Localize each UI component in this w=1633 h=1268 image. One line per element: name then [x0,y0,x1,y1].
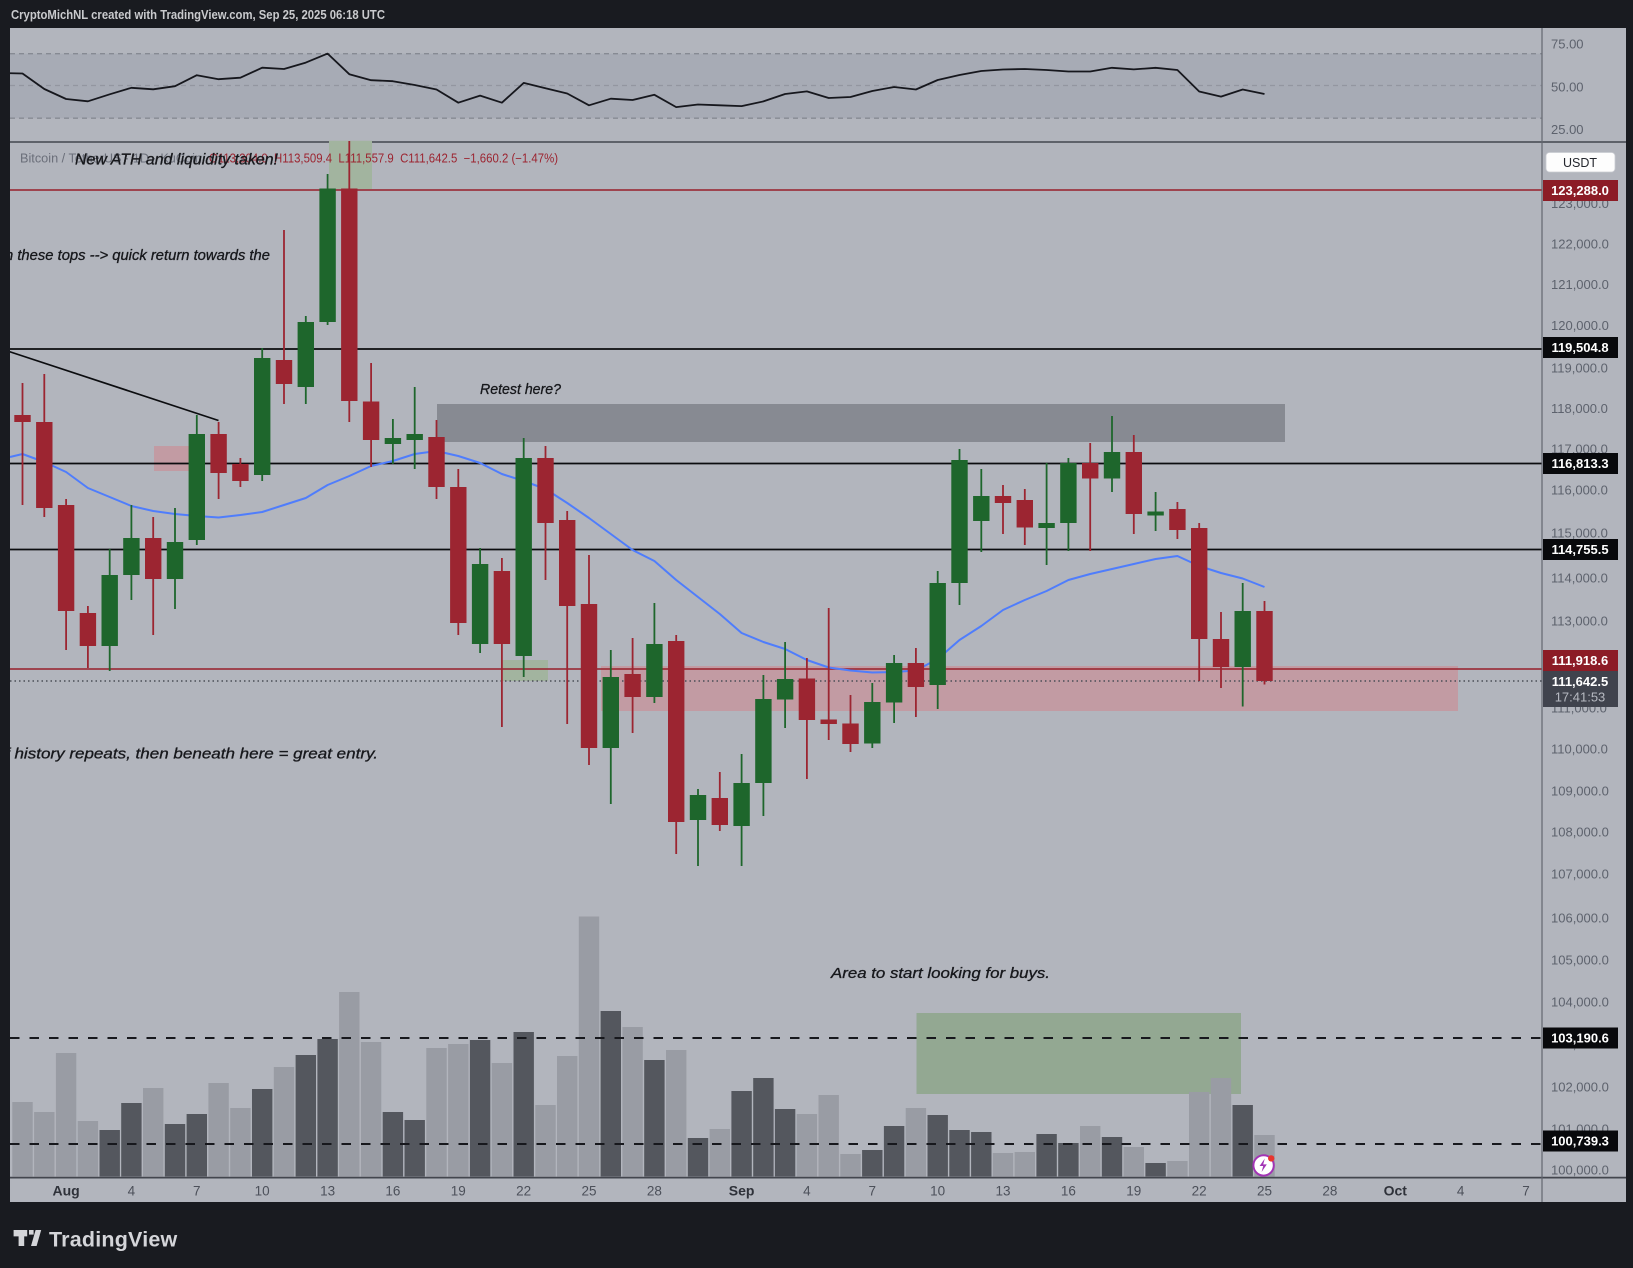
svg-text:19: 19 [451,1184,466,1199]
svg-text:100,739.3: 100,739.3 [1551,1134,1609,1149]
svg-text:22: 22 [516,1184,531,1199]
svg-text:123,288.0: 123,288.0 [1551,183,1609,198]
svg-text:22: 22 [1192,1184,1207,1199]
svg-text:105,000.0: 105,000.0 [1551,953,1609,968]
svg-text:120,000.0: 120,000.0 [1551,318,1609,333]
svg-text:4: 4 [128,1184,136,1199]
svg-text:106,000.0: 106,000.0 [1551,911,1609,926]
svg-text:113,000.0: 113,000.0 [1551,614,1608,629]
svg-text:25: 25 [581,1184,596,1199]
svg-text:16: 16 [1061,1184,1076,1199]
svg-text:Bitcoin / TetherUS · 1D · KuCo: Bitcoin / TetherUS · 1D · KuCoin [20,152,202,166]
svg-text:117,000.0: 117,000.0 [1551,442,1608,457]
svg-text:USDT: USDT [1563,156,1597,170]
svg-text:10: 10 [255,1184,270,1199]
svg-text:115,000.0: 115,000.0 [1551,526,1608,541]
svg-text:7: 7 [193,1184,201,1199]
svg-text:104,000.0: 104,000.0 [1551,995,1609,1010]
svg-text:28: 28 [647,1184,662,1199]
svg-text:13: 13 [995,1184,1010,1199]
svg-text:119,000.0: 119,000.0 [1551,361,1608,376]
svg-text:n these tops --> quick return: n these tops --> quick return towards th… [5,248,270,264]
svg-text:4: 4 [1457,1184,1465,1199]
svg-text:110,000.0: 110,000.0 [1551,742,1608,757]
svg-text:19: 19 [1126,1184,1141,1199]
svg-text:Aug: Aug [52,1183,79,1199]
svg-text:Oct: Oct [1384,1183,1408,1199]
svg-text:4: 4 [803,1184,811,1199]
svg-text:75.00: 75.00 [1551,37,1584,52]
svg-text:Area to start looking for buys: Area to start looking for buys. [830,965,1050,982]
svg-text:50.00: 50.00 [1551,80,1584,95]
svg-text:28: 28 [1322,1184,1337,1199]
svg-text:TradingView: TradingView [49,1228,178,1252]
svg-text:111,918.6: 111,918.6 [1552,653,1608,668]
svg-text:118,000.0: 118,000.0 [1551,401,1608,416]
svg-text:16: 16 [385,1184,400,1199]
svg-text:f history repeats, then beneat: f history repeats, then beneath here = g… [5,746,378,763]
svg-text:Retest here?: Retest here? [480,381,562,398]
svg-text:116,813.3: 116,813.3 [1551,456,1608,471]
svg-text:25.00: 25.00 [1551,122,1584,137]
svg-text:100,000.0: 100,000.0 [1551,1163,1609,1178]
svg-text:New ATH and liquidity taken!: New ATH and liquidity taken! [75,152,279,169]
svg-text:17:41:53: 17:41:53 [1555,690,1606,705]
svg-text:7: 7 [1522,1184,1530,1199]
svg-text:111,642.5: 111,642.5 [1552,674,1608,689]
svg-text:10: 10 [930,1184,945,1199]
svg-text:O113,304.0 H113,509.4 L111,5: O113,304.0 H113,509.4 L111,557.9 C111,64… [209,152,558,166]
svg-text:Sep: Sep [729,1183,755,1199]
svg-text:103,190.6: 103,190.6 [1551,1031,1609,1046]
svg-text:7: 7 [869,1184,877,1199]
svg-text:25: 25 [1257,1184,1272,1199]
svg-text:114,000.0: 114,000.0 [1551,571,1608,586]
svg-text:121,000.0: 121,000.0 [1551,277,1609,292]
svg-text:108,000.0: 108,000.0 [1551,825,1609,840]
svg-text:122,000.0: 122,000.0 [1551,236,1609,251]
svg-text:114,755.5: 114,755.5 [1551,542,1608,557]
svg-text:13: 13 [320,1184,335,1199]
svg-text:109,000.0: 109,000.0 [1551,784,1609,799]
svg-text:107,000.0: 107,000.0 [1551,867,1609,882]
svg-text:116,000.0: 116,000.0 [1551,483,1608,498]
svg-text:102,000.0: 102,000.0 [1551,1080,1609,1095]
svg-text:119,504.8: 119,504.8 [1551,340,1608,355]
svg-text:CryptoMichNL created with Trad: CryptoMichNL created with TradingView.co… [11,8,385,22]
